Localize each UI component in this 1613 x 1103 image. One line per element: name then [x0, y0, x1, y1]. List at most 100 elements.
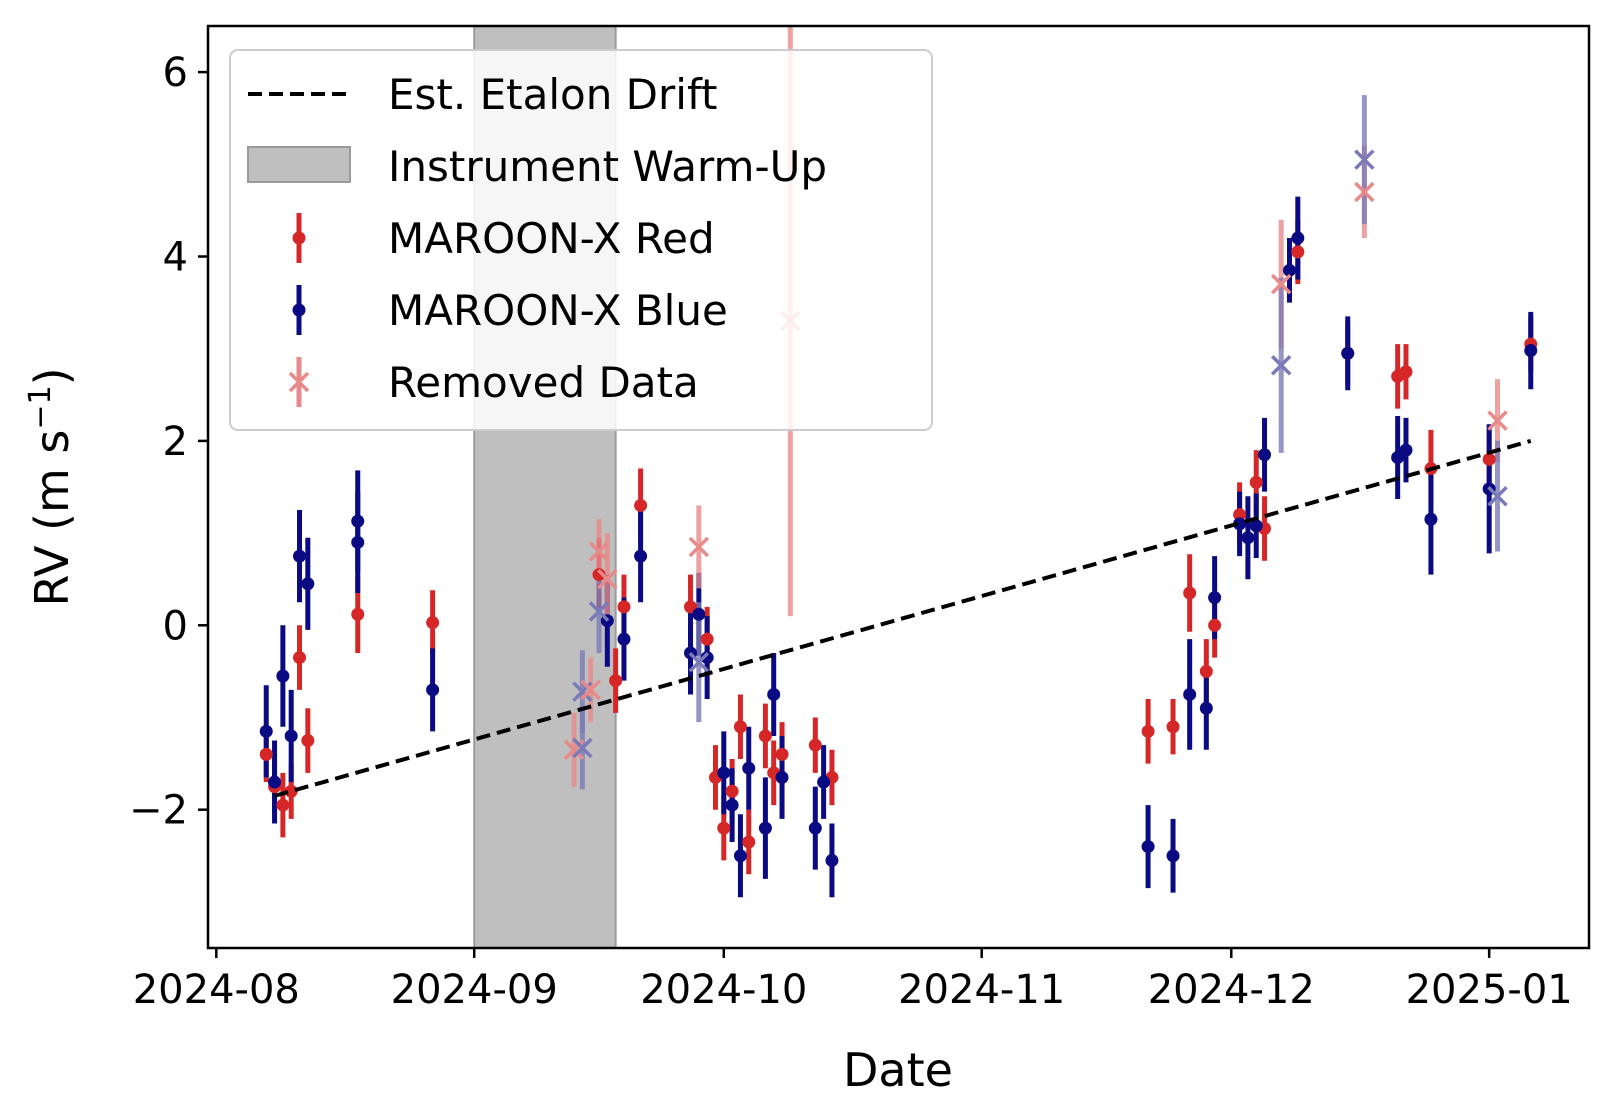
- point-blue: [742, 761, 756, 775]
- x-tick-label: 2024-11: [898, 967, 1065, 1013]
- point-blue: [268, 775, 282, 789]
- y-axis-label-main: RV (m s: [25, 430, 79, 607]
- legend-label-drift: Est. Etalon Drift: [388, 70, 717, 119]
- point-red: [276, 798, 290, 812]
- removed-marker: [1487, 485, 1508, 507]
- legend-label-red: MAROON-X Red: [388, 214, 715, 263]
- y-tick-label: 0: [163, 603, 188, 649]
- point-red: [775, 747, 789, 761]
- legend-blue-marker: [292, 303, 306, 317]
- legend-box: [229, 49, 933, 431]
- point-blue: [276, 669, 290, 683]
- point-red: [725, 784, 739, 798]
- removed-marker: [1354, 149, 1375, 170]
- point-blue: [817, 775, 831, 789]
- point-blue: [1399, 443, 1413, 457]
- point-blue: [825, 853, 839, 867]
- legend-swatches: [247, 92, 351, 407]
- plot-frame: [206, 24, 1591, 950]
- legend-warmup-swatch: [247, 146, 351, 183]
- point-blue: [1241, 531, 1255, 545]
- point-blue: [1233, 517, 1247, 531]
- y-tick-label: 6: [163, 50, 188, 96]
- removed-marker: [688, 536, 710, 558]
- point-red: [426, 616, 440, 630]
- removed-marker: [572, 737, 593, 759]
- point-blue: [284, 729, 298, 743]
- point-red: [1208, 618, 1222, 632]
- removed-marker: [688, 651, 710, 673]
- removed-marker: [588, 541, 610, 562]
- point-blue: [1524, 344, 1538, 358]
- point-red: [259, 747, 273, 761]
- point-red: [293, 651, 307, 665]
- point-red: [284, 784, 298, 798]
- point-red: [1183, 586, 1197, 600]
- axis-layer: 2024-08 2024-09 2024-10 2024-11 2024-12 2025-…: [129, 50, 1573, 1013]
- point-red: [1399, 365, 1413, 379]
- point-blue: [426, 683, 440, 697]
- marker-layer: [259, 149, 1538, 867]
- point-blue: [1166, 849, 1180, 863]
- removed-marker: [1270, 273, 1292, 295]
- point-blue: [1199, 701, 1213, 715]
- point-blue: [301, 577, 315, 591]
- removed-marker: [597, 568, 618, 590]
- point-blue: [293, 549, 307, 563]
- point-blue: [808, 821, 822, 835]
- point-red: [717, 821, 731, 835]
- x-axis-label: Date: [843, 1043, 953, 1097]
- y-tick-label: 2: [163, 419, 188, 465]
- y-axis-label: RV (m s−1): [23, 367, 79, 606]
- point-red: [758, 729, 772, 743]
- point-red: [1291, 245, 1305, 259]
- point-red: [617, 600, 631, 614]
- y-axis-label-sup: −1: [23, 385, 58, 429]
- removed-marker: [588, 601, 610, 622]
- legend-red-marker: [292, 231, 306, 245]
- removed-marker: [1354, 181, 1375, 203]
- removed-marker: [580, 679, 601, 701]
- point-blue: [692, 607, 706, 621]
- x-tick-label: 2024-09: [391, 967, 558, 1013]
- point-blue: [1258, 448, 1272, 462]
- point-blue: [1341, 346, 1355, 360]
- point-blue: [700, 651, 714, 665]
- point-red: [1482, 452, 1496, 466]
- point-blue: [1141, 840, 1155, 854]
- y-axis-label-close: ): [25, 367, 79, 385]
- drift-line: [274, 438, 1532, 798]
- point-red: [808, 738, 822, 752]
- point-red: [609, 674, 623, 688]
- drift-layer: [274, 438, 1532, 798]
- removed-marker: [1270, 355, 1292, 376]
- point-red: [1199, 664, 1213, 678]
- point-red: [1166, 720, 1180, 734]
- point-blue: [1208, 591, 1222, 605]
- point-blue: [725, 798, 739, 812]
- point-red: [351, 607, 365, 621]
- point-blue: [767, 687, 781, 701]
- point-blue: [717, 766, 731, 780]
- point-red: [733, 720, 747, 734]
- point-blue: [1249, 519, 1263, 533]
- point-red: [700, 632, 714, 646]
- removed-marker: [1487, 410, 1508, 431]
- point-blue: [758, 821, 772, 835]
- legend-label-warmup: Instrument Warm-Up: [388, 142, 827, 191]
- point-red: [301, 734, 315, 748]
- point-blue: [351, 514, 365, 528]
- point-red: [742, 835, 756, 849]
- legend: Est. Etalon Drift Instrument Warm-Up MAR…: [229, 49, 933, 431]
- point-red: [1141, 724, 1155, 738]
- y-tick-label: −2: [129, 788, 188, 834]
- point-blue: [1424, 512, 1438, 526]
- point-red: [1233, 508, 1247, 522]
- point-blue: [259, 724, 273, 738]
- point-red: [1249, 475, 1263, 489]
- x-tick-label: 2024-10: [640, 967, 807, 1013]
- point-blue: [1391, 450, 1405, 464]
- point-blue: [634, 549, 648, 563]
- point-blue: [1183, 687, 1197, 701]
- point-red: [592, 568, 606, 582]
